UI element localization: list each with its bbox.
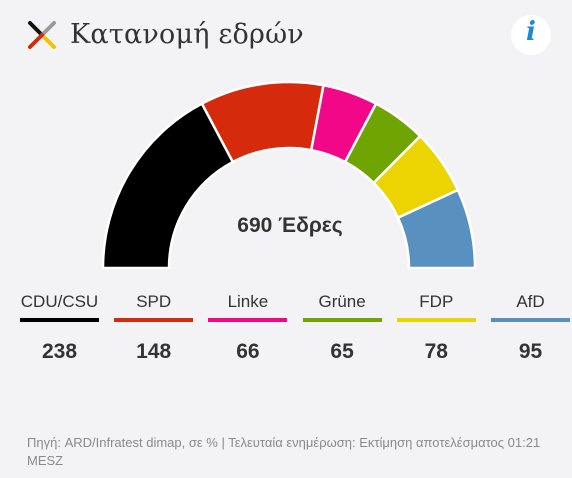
party-color-bar <box>114 318 194 322</box>
party-color-bar <box>208 318 288 322</box>
party-seat-count: 238 <box>41 340 78 363</box>
legend-item-grüne: Grüne 65 <box>302 288 382 368</box>
source-note: Πηγή: ARD/Infratest dimap, σε % | Τελευτ… <box>27 435 541 468</box>
legend-item-spd: SPD 148 <box>114 288 194 368</box>
party-color-bar <box>302 318 382 322</box>
party-color-bar <box>491 318 570 322</box>
page-title: Κατανομή εδρών <box>70 19 304 50</box>
party-legend: CDU/CSU 238 SPD 148 Linke 66 Grüne 65 FDP 78 AfD 95 <box>0 288 572 378</box>
election-logo-icon <box>28 21 56 49</box>
party-seat-count: 95 <box>518 340 543 363</box>
party-seat-count: 78 <box>424 340 448 363</box>
legend-item-fdp: FDP 78 <box>396 288 476 368</box>
party-name: AfD <box>516 292 545 311</box>
party-color-bar <box>20 318 99 322</box>
info-button[interactable]: i <box>511 15 551 55</box>
header: Κατανομή εδρών i <box>0 0 572 72</box>
total-seats-label: 690 Έδρες <box>237 214 343 237</box>
party-seat-count: 65 <box>330 340 354 363</box>
party-name: Linke <box>227 292 269 311</box>
party-name: SPD <box>136 292 172 311</box>
legend-item-linke: Linke 66 <box>208 288 288 368</box>
party-name: CDU/CSU <box>20 292 99 311</box>
party-name: FDP <box>419 292 454 311</box>
seat-segment-cdu-csu <box>101 101 235 270</box>
party-seat-count: 148 <box>136 340 172 363</box>
info-icon: i <box>526 17 536 47</box>
party-seat-count: 66 <box>236 340 260 363</box>
seat-segment-afd <box>396 188 477 270</box>
party-color-bar <box>396 318 476 322</box>
legend-item-cdu-csu: CDU/CSU 238 <box>20 288 99 368</box>
seat-distribution-chart <box>101 80 477 270</box>
legend-item-afd: AfD 95 <box>491 288 570 368</box>
party-name: Grüne <box>318 292 366 311</box>
